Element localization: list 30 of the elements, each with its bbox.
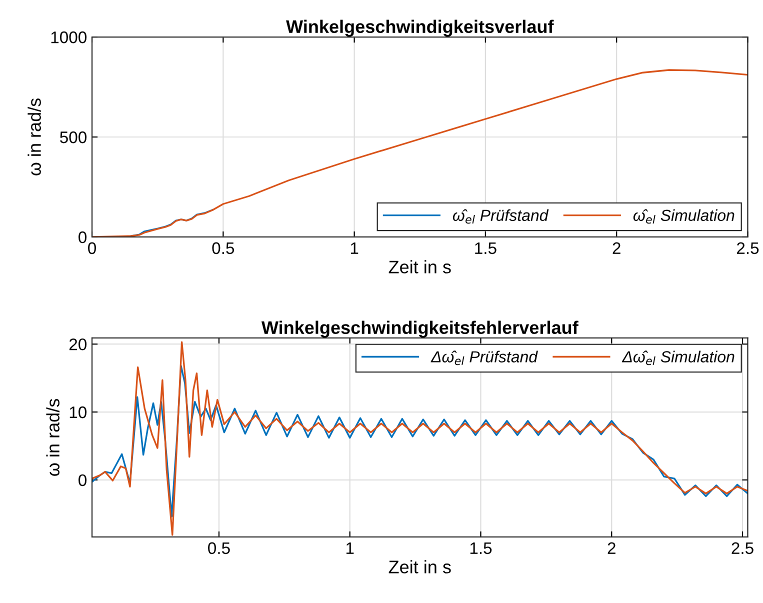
y-tick-label: 1000 [51, 31, 87, 44]
x-tick-label: 1 [346, 542, 354, 554]
y-tick-label: 10 [70, 406, 87, 418]
y-tick-label: 0 [78, 231, 87, 244]
x-tick-label: 1.5 [475, 242, 496, 254]
x-tick-label: 1.5 [470, 542, 492, 554]
x-tick-label: 2.5 [736, 242, 759, 254]
x-axis-title: Zeit in s [388, 260, 451, 274]
legend-label: Δω̂$_{el}$ Simulation [622, 350, 734, 366]
line-series [130, 208, 214, 237]
x-tick-label: 0 [88, 242, 96, 254]
legend-label: ω̂$_{el}$ Simulation [633, 209, 734, 224]
y-axis-title: ω in rad/s [46, 398, 60, 476]
x-tick-label: 0.5 [208, 542, 230, 554]
y-axis-title: ω in rad/s [28, 98, 41, 176]
legend-label: ω̂$_{el}$ Prüfstand [452, 209, 549, 224]
x-tick-label: 0.5 [212, 242, 234, 254]
x-tick-label: 2 [612, 242, 620, 254]
y-tick-label: 20 [69, 338, 87, 350]
legend-label: Δω̂$_{el}$ Prüfstand [430, 350, 538, 366]
x-tick-label: 2.5 [732, 542, 754, 554]
y-tick-label: 500 [60, 131, 87, 144]
y-tick-label: 0 [78, 474, 87, 486]
chart-title: Winkelgeschwindigkeitsfehlerverlauf [261, 320, 578, 338]
chart-title: Winkelgeschwindigkeitsverlauf [286, 20, 554, 37]
x-axis-title: Zeit in s [388, 560, 451, 574]
line-series [92, 341, 748, 536]
x-tick-label: 1 [350, 242, 358, 254]
x-tick-label: 2 [608, 542, 616, 554]
line-series [92, 364, 748, 518]
